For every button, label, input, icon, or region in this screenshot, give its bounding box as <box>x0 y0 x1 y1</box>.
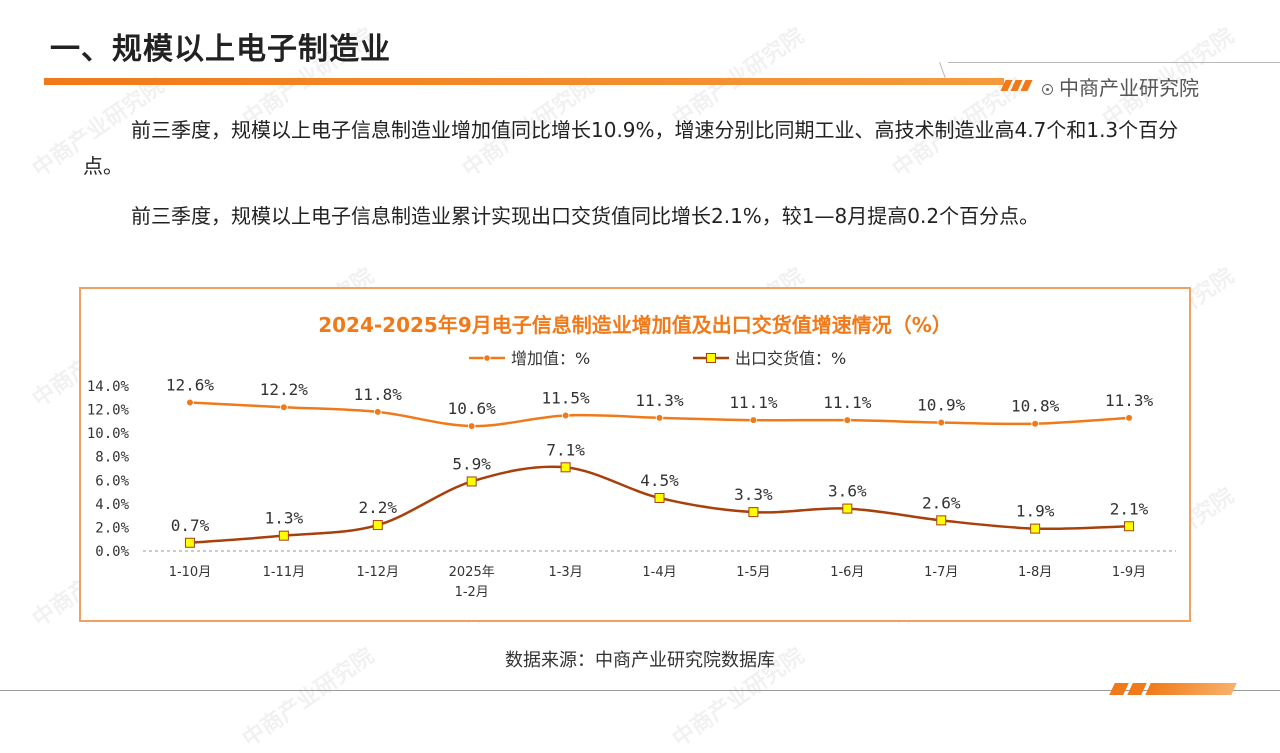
data-label-added-value: 10.9% <box>917 396 966 415</box>
data-point-export <box>184 537 195 548</box>
data-label-export: 1.3% <box>265 509 304 528</box>
data-label-added-value: 12.2% <box>260 380 309 399</box>
x-tick-label: 1-2月 <box>455 585 489 600</box>
data-point-added-value <box>937 418 946 427</box>
header-rule-slant <box>939 62 947 80</box>
data-point-added-value <box>186 398 194 407</box>
data-label-added-value: 10.8% <box>1011 397 1060 416</box>
data-point-export <box>1124 521 1135 532</box>
data-point-export <box>1030 523 1041 534</box>
data-point-export <box>466 476 477 487</box>
y-tick-label: 0.0% <box>95 544 129 560</box>
data-point-added-value <box>1125 414 1133 422</box>
x-tick-label: 1-9月 <box>1112 565 1146 580</box>
data-label-added-value: 11.1% <box>823 393 872 412</box>
x-tick-label: 1-5月 <box>736 565 770 580</box>
data-point-export <box>654 492 665 503</box>
x-tick-label: 1-12月 <box>357 565 400 580</box>
data-label-added-value: 11.3% <box>1105 391 1154 410</box>
y-tick-label: 4.0% <box>95 497 129 513</box>
x-tick-label: 1-8月 <box>1018 565 1052 580</box>
accent-stripes <box>1000 76 1033 91</box>
x-tick-label: 1-11月 <box>263 565 306 580</box>
paragraph-export: 前三季度，规模以上电子信息制造业累计实现出口交货值同比增长2.1%，较1—8月提… <box>131 204 1040 228</box>
data-point-added-value <box>843 416 852 424</box>
data-point-added-value <box>373 408 382 416</box>
data-label-export: 4.5% <box>640 471 679 490</box>
data-point-added-value <box>561 411 570 420</box>
data-label-added-value: 11.1% <box>729 393 778 412</box>
data-label-export: 3.6% <box>828 482 867 501</box>
data-point-export <box>748 507 759 518</box>
legend-label-1: 出口交货值：% <box>735 349 846 368</box>
data-label-added-value: 11.8% <box>354 385 403 404</box>
data-label-added-value: 12.6% <box>166 376 215 395</box>
chart-frame: 2024-2025年9月电子信息制造业增加值及出口交货值增速情况（%） 增加值：%… <box>79 287 1191 622</box>
data-point-added-value <box>1031 419 1039 428</box>
data-label-export: 2.6% <box>922 493 961 512</box>
legend-label-0: 增加值：% <box>511 349 590 368</box>
data-point-export <box>278 530 289 541</box>
data-label-export: 5.9% <box>452 454 491 473</box>
data-label-added-value: 11.3% <box>635 391 684 410</box>
legend-marker-1 <box>706 353 716 363</box>
x-tick-label: 1-6月 <box>830 565 864 580</box>
data-label-export: 0.7% <box>171 516 210 535</box>
data-label-export: 3.3% <box>734 485 773 504</box>
x-tick-label: 2025年 <box>449 565 495 580</box>
data-label-added-value: 11.5% <box>542 388 591 407</box>
x-tick-label: 1-4月 <box>642 565 676 580</box>
brand-label: 中商产业研究院 <box>1042 72 1199 101</box>
data-point-added-value <box>280 403 288 412</box>
data-point-export <box>842 503 853 514</box>
title-underline <box>44 78 1004 85</box>
page-title: 一、规模以上电子制造业 <box>50 32 391 67</box>
x-tick-label: 1-10月 <box>169 565 212 580</box>
y-tick-label: 8.0% <box>95 450 129 466</box>
paragraph-added-value: 前三季度，规模以上电子信息制造业增加值同比增长10.9%，增速分别比同期工业、高… <box>83 118 1179 178</box>
line-chart: 2024-2025年9月电子信息制造业增加值及出口交货值增速情况（%） 增加值：%… <box>87 313 1176 600</box>
header-rule <box>948 62 1280 63</box>
data-source: 数据来源：中商产业研究院数据库 <box>505 650 775 671</box>
data-point-export <box>372 520 383 531</box>
target-icon <box>1042 84 1053 95</box>
x-tick-label: 1-3月 <box>548 565 582 580</box>
footer-rule <box>0 690 1280 691</box>
footer-stripes <box>1109 680 1244 695</box>
y-tick-label: 6.0% <box>95 473 129 489</box>
data-point-added-value <box>655 414 664 422</box>
data-point-added-value <box>467 422 476 430</box>
data-point-export <box>936 515 947 526</box>
x-tick-label: 1-7月 <box>924 565 958 580</box>
chart-title: 2024-2025年9月电子信息制造业增加值及出口交货值增速情况（%） <box>318 313 952 337</box>
brand-text: 中商产业研究院 <box>1059 76 1199 100</box>
y-tick-label: 2.0% <box>95 520 129 536</box>
y-tick-label: 10.0% <box>87 426 130 442</box>
data-point-export <box>560 462 571 473</box>
data-point-added-value <box>749 416 758 424</box>
data-label-export: 1.9% <box>1016 502 1055 521</box>
y-tick-label: 14.0% <box>87 379 130 395</box>
data-label-export: 2.2% <box>359 498 398 517</box>
data-label-export: 7.1% <box>546 440 585 459</box>
legend-marker-0 <box>483 354 491 362</box>
y-tick-label: 12.0% <box>87 403 130 419</box>
data-label-export: 2.1% <box>1110 499 1149 518</box>
data-label-added-value: 10.6% <box>448 399 497 418</box>
